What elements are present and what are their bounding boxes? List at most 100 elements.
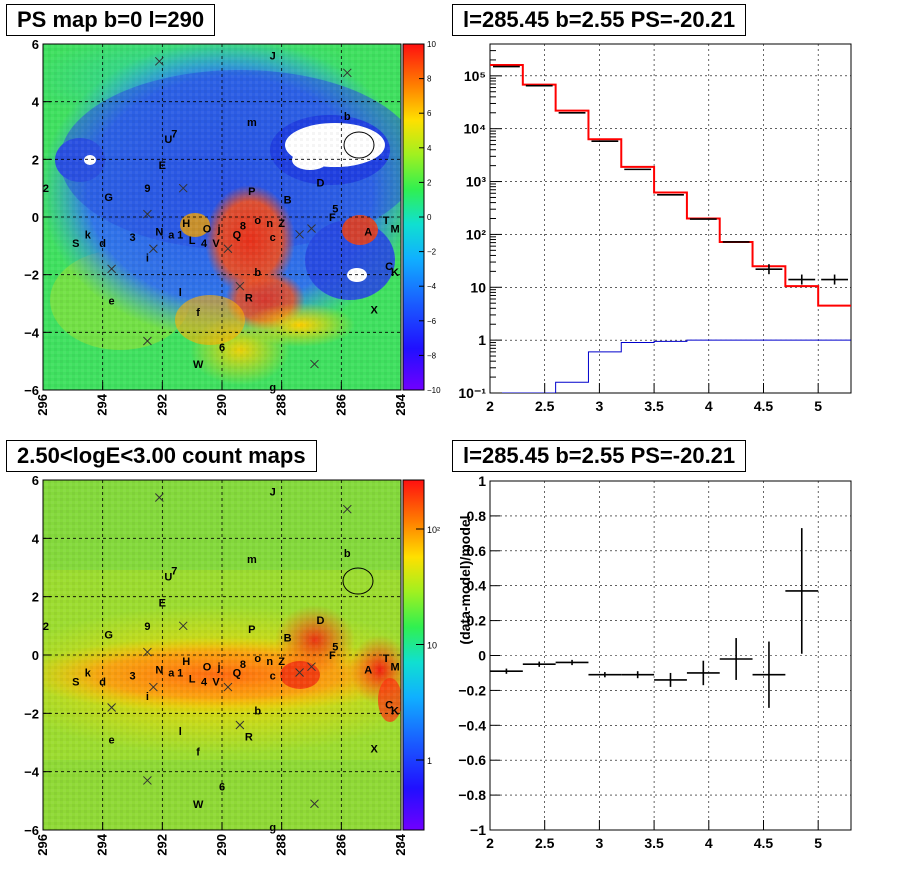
x-tick-label: 4 — [705, 835, 713, 851]
source-label: 5 — [332, 203, 338, 215]
y-tick-label: 1 — [478, 473, 486, 489]
source-label: Q — [233, 229, 242, 241]
residual-point — [522, 661, 556, 667]
source-label: A — [364, 665, 372, 677]
y-tick-label: 0 — [32, 210, 39, 225]
source-cross — [310, 359, 319, 369]
colorbar-tick-label: −6 — [427, 317, 437, 326]
source-cross — [107, 264, 116, 274]
source-label: E — [159, 160, 166, 172]
spectrum-axes: 2 2.5 3 3.5 4 4.5 5 10⁻¹ 1 10 10² 10³ 10⁴ 10⁵ — [458, 43, 822, 414]
source-label: e — [109, 296, 115, 308]
source-label: 1 — [177, 229, 183, 241]
colorbar-tick-label: −2 — [427, 248, 437, 257]
source-label: o — [254, 653, 261, 665]
colorbar-tick-label: 10² — [427, 525, 440, 535]
x-tick-label: 292 — [154, 394, 169, 416]
source-label: 3 — [129, 670, 135, 682]
y-tick-label: 0.2 — [467, 613, 487, 629]
x-tick-label: 296 — [35, 394, 50, 416]
source-label: J — [270, 487, 276, 499]
x-tick-label: 288 — [274, 834, 289, 856]
source-label: C — [385, 700, 393, 712]
residual-panel: 2 2.5 3 3.5 4 4.5 5 1 0.8 0.6 0.4 0.2 0 −0.2 −0.4 −0.6 −… — [457, 473, 852, 851]
y-tick-label: −2 — [24, 268, 39, 283]
y-tick-label: 2 — [32, 590, 39, 605]
source-cross — [307, 662, 316, 672]
x-tick-label: 4.5 — [754, 398, 774, 414]
source-label: l — [179, 726, 182, 738]
source-label: b — [344, 548, 351, 560]
colorbar-tick-label: −8 — [427, 351, 437, 360]
source-label: j — [216, 662, 220, 674]
source-cross — [307, 224, 316, 233]
x-tick-label: 296 — [35, 834, 50, 856]
y-tick-label: 10 — [470, 279, 486, 295]
x-tick-label: 4.5 — [754, 835, 774, 851]
source-cross — [154, 56, 164, 66]
source-label: G — [104, 192, 113, 204]
x-tick-label: 290 — [214, 834, 229, 856]
y-tick-label: 10⁴ — [464, 121, 487, 137]
source-label: 5 — [332, 641, 338, 653]
x-tick-label: 284 — [393, 833, 408, 855]
source-label: D — [316, 177, 324, 189]
data-point — [821, 274, 848, 285]
source-label: k — [85, 668, 92, 680]
source-cross — [342, 68, 352, 78]
source-label: K — [391, 705, 399, 717]
source-label: K — [391, 267, 399, 279]
source-label: 4 — [201, 676, 208, 688]
source-label: b — [344, 111, 351, 123]
y-tick-label: −0.4 — [458, 717, 486, 733]
source-label: N — [155, 226, 163, 238]
source-label: g — [269, 822, 276, 834]
source-label: R — [245, 732, 253, 744]
source-label: 3 — [129, 232, 135, 244]
source-cross — [310, 799, 319, 809]
source-label: 8 — [240, 221, 246, 233]
x-tick-label: 3.5 — [644, 835, 664, 851]
x-tick-label: 286 — [333, 394, 348, 416]
y-tick-label: −0.2 — [458, 682, 486, 698]
source-cross — [107, 703, 116, 712]
residual-point — [621, 671, 655, 679]
source-label: e — [109, 735, 115, 747]
x-tick-label: 294 — [95, 393, 110, 415]
source-cross — [143, 647, 152, 657]
source-label: g — [269, 382, 276, 394]
source-label: d — [99, 676, 106, 688]
source-cross — [178, 183, 188, 193]
source-label: A — [364, 226, 372, 238]
source-label: 6 — [219, 342, 225, 354]
source-label: Z — [278, 218, 285, 230]
source-label: 7 — [171, 128, 177, 140]
source-label: Z — [278, 656, 285, 668]
residual-point — [654, 672, 687, 687]
x-tick-label: 5 — [814, 835, 822, 851]
source-cross — [143, 336, 152, 346]
y-tick-label: −4 — [24, 325, 40, 340]
x-tick-label: 3 — [595, 398, 603, 414]
source-cross — [143, 209, 152, 219]
source-label: 7 — [171, 565, 177, 577]
y-tick-label: 0.8 — [467, 508, 487, 524]
y-tick-label: −1 — [470, 822, 486, 838]
y-tick-label: −6 — [24, 383, 39, 398]
source-label: R — [245, 293, 253, 305]
source-label: S — [72, 238, 79, 250]
source-label: Q — [233, 668, 242, 680]
source-cross — [223, 682, 233, 692]
residual-point — [555, 659, 589, 666]
source-label: F — [329, 650, 336, 662]
source-label: m — [247, 554, 257, 566]
colorbar-tick-label: −10 — [427, 386, 441, 395]
x-tick-label: 284 — [393, 393, 408, 415]
colorbar-tick-label: −4 — [427, 282, 437, 291]
colorbar-tick-label: 0 — [427, 213, 432, 222]
colorbar-tick-label: 6 — [427, 109, 432, 118]
x-tick-label: 5 — [814, 398, 822, 414]
